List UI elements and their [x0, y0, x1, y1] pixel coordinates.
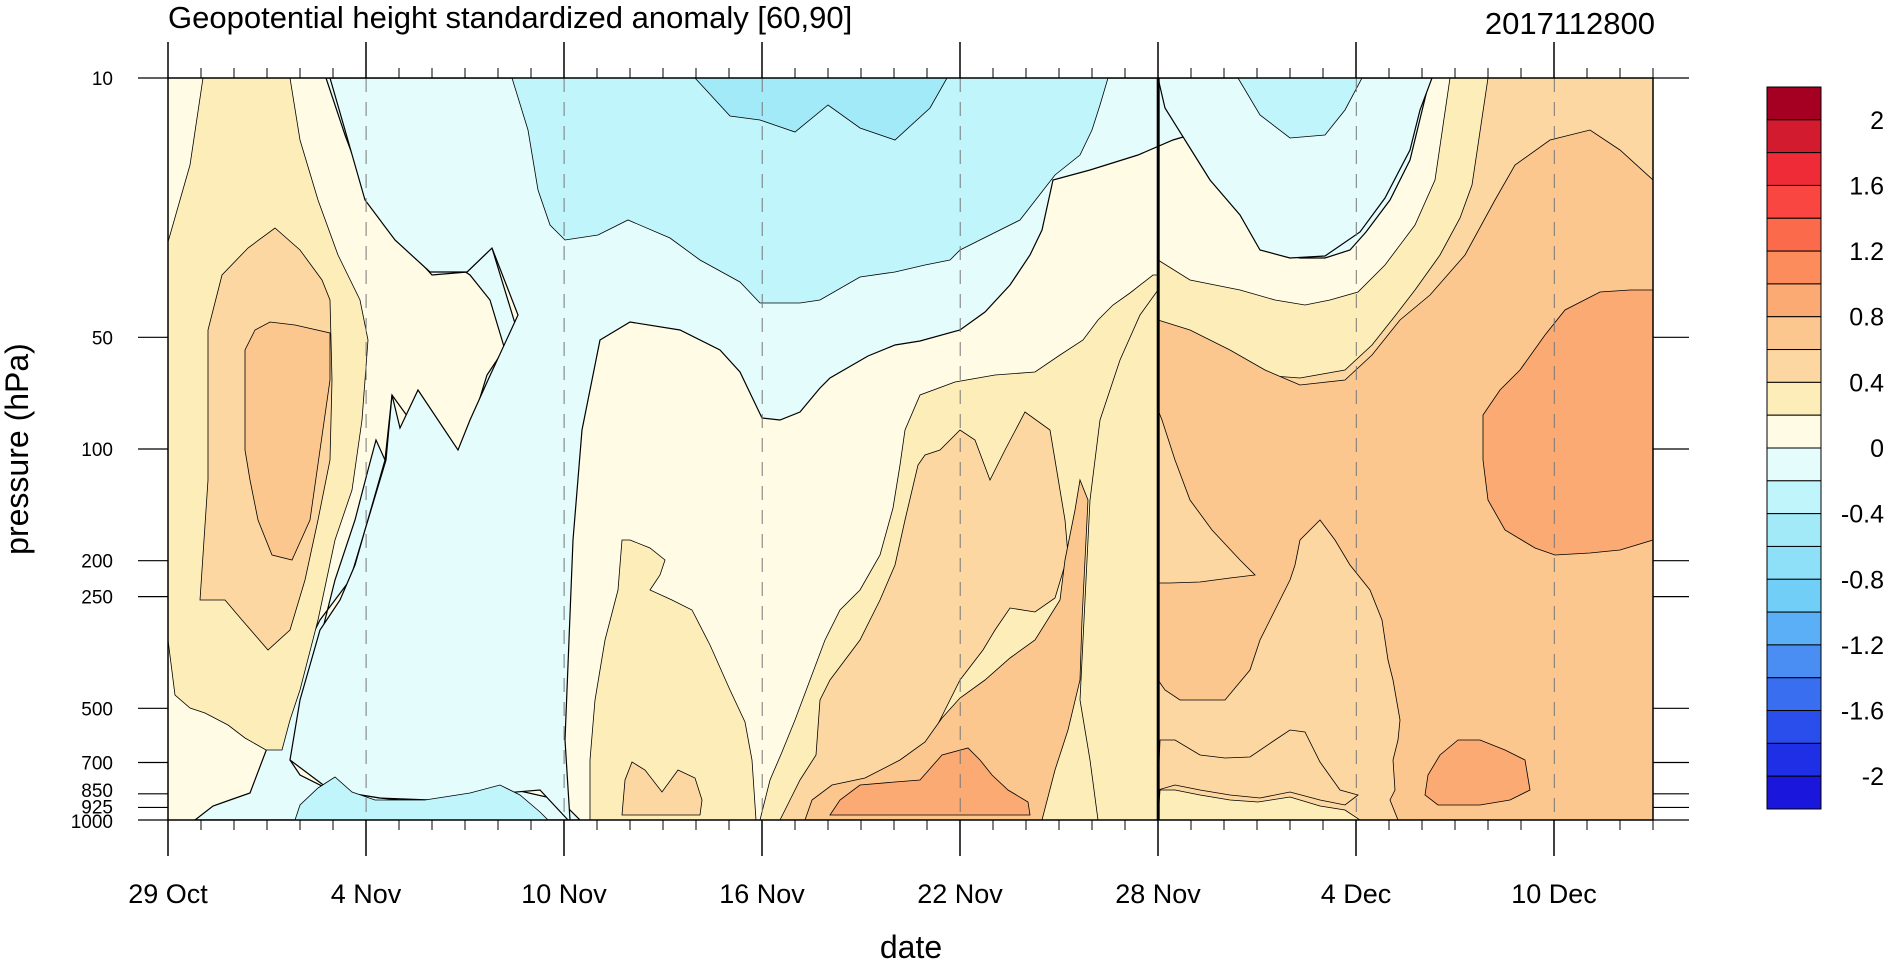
y-tick-label: 1000 [71, 812, 113, 833]
y-tick-label: 500 [81, 699, 113, 720]
colorbar-swatch [1766, 677, 1822, 712]
contour-pos-0-6-center [804, 478, 1089, 820]
colorbar-swatch [1766, 316, 1822, 351]
y-tick-label: 700 [81, 754, 113, 775]
colorbar-swatch [1766, 381, 1822, 416]
contour-neg-0-4-bottom [294, 776, 549, 820]
colorbar-label: 2 [1870, 107, 1884, 135]
contour-pos-0-4-right-bottom [1157, 729, 1359, 806]
x-tick-label: 10 Nov [521, 879, 607, 909]
y-axis-label: pressure (hPa) [0, 343, 35, 555]
contour-pos-0-4-triangle [1157, 409, 1256, 584]
colorbar-label: 0 [1870, 435, 1884, 463]
contour-pos-0-6-left [244, 321, 331, 561]
contour-neg-0-2-top [289, 78, 1431, 820]
x-tick-label: 22 Nov [917, 879, 1003, 909]
colorbar-swatch [1766, 119, 1822, 154]
colorbar-label: -0.8 [1841, 566, 1884, 594]
contour-neg-0-6-top [694, 78, 948, 141]
colorbar-label: 1.2 [1849, 238, 1884, 266]
x-tick-label: 16 Nov [719, 879, 805, 909]
colorbar-label: -1.6 [1841, 698, 1884, 726]
contour-neg-0-4-top [511, 78, 1109, 304]
colorbar-swatch [1766, 742, 1822, 777]
colorbar-swatch [1766, 710, 1822, 744]
y-tick-label: 850 [81, 781, 113, 802]
colorbar-label: -2 [1862, 763, 1884, 791]
y-tick-label: 250 [81, 588, 113, 609]
y-tick-label: 200 [81, 552, 113, 573]
plot-area [168, 78, 1653, 820]
colorbar-label: -1.2 [1841, 632, 1884, 660]
colorbar: 2 1.6 1.2 0.8 0.4 0 -0.4 -0.8 -1.2 -1.6 -2 [1766, 86, 1884, 810]
date-gridlines [365, 78, 1555, 820]
colorbar-label: 1.6 [1849, 172, 1884, 200]
chart-title: Geopotential height standardized anomaly… [168, 0, 852, 35]
colorbar-swatch [1766, 184, 1822, 219]
x-tick-label: 4 Nov [331, 879, 402, 909]
colorbar-swatch [1766, 283, 1822, 318]
colorbar-swatch [1766, 217, 1822, 252]
contour-pos-0-8-center [829, 747, 1031, 816]
colorbar-swatch [1766, 349, 1822, 383]
x-tick-label: 28 Nov [1115, 879, 1201, 909]
contour-neg-0-4-late [1237, 78, 1363, 139]
contour-neg-0-2-late [1157, 78, 1433, 259]
y-tick-label: 10 [92, 69, 113, 90]
x-tick-label: 10 Dec [1511, 879, 1597, 909]
x-major-ticks: 29 Oct 4 Nov 10 Nov 16 Nov 22 Nov 28 Nov 4 Dec… [128, 42, 1597, 909]
x-tick-label: 29 Oct [128, 879, 208, 909]
x-axis-label: date [880, 929, 942, 963]
colorbar-swatch [1766, 447, 1822, 482]
colorbar-swatch [1766, 578, 1822, 613]
colorbar-swatch [1766, 545, 1822, 580]
contour-pos-0-2-mid [589, 539, 757, 820]
colorbar-swatch [1766, 250, 1822, 285]
date-stamp: 2017112800 [1485, 6, 1655, 41]
contour-pos-0-2-right-bottom [1157, 789, 1361, 820]
colorbar-swatch [1766, 513, 1822, 547]
colorbar-swatch [1766, 775, 1822, 810]
contour-pos-0-6-right [1157, 129, 1653, 820]
colorbar-swatch [1766, 414, 1822, 449]
contour-pos-0-4-mid [621, 761, 703, 816]
y-tick-label: 100 [81, 440, 113, 461]
contour-pos-0-8-right-bottom [1424, 739, 1531, 806]
x-tick-label: 4 Dec [1321, 879, 1392, 909]
colorbar-swatch [1766, 611, 1822, 646]
y-tick-label: 925 [81, 797, 113, 818]
colorbar-swatch [1766, 86, 1822, 121]
contour-pos-0-8-right [1482, 289, 1653, 556]
y-tick-label: 50 [92, 328, 113, 349]
colorbar-swatch [1766, 480, 1822, 515]
colorbar-label: 0.8 [1849, 304, 1884, 332]
colorbar-label: 0.4 [1849, 369, 1884, 397]
colorbar-swatch [1766, 152, 1822, 186]
colorbar-label: -0.4 [1841, 501, 1884, 529]
contour-pos-0-4-center [779, 411, 1069, 820]
colorbar-swatch [1766, 644, 1822, 679]
